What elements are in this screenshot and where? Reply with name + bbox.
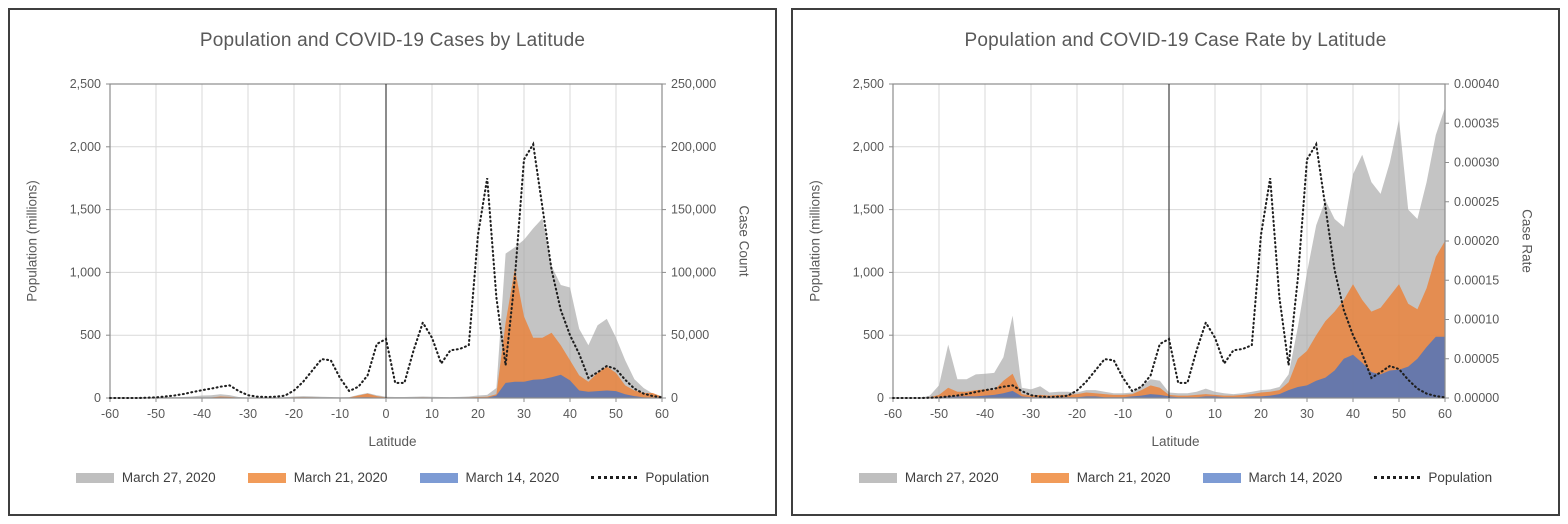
right-axis-tick-label: 0.00025	[1454, 195, 1499, 209]
legend-label: March 27, 2020	[904, 470, 999, 485]
right-axis-tick-label: 0.00030	[1454, 156, 1499, 170]
area-series-march-14-2020	[893, 336, 1445, 398]
population-line	[108, 141, 664, 400]
area-series-march-21-2020	[110, 268, 662, 398]
left-axis-tick-label: 1,500	[70, 203, 101, 217]
right-axis-tick-label: 0.00000	[1454, 391, 1499, 405]
legend-swatch-march-14-2020	[419, 472, 458, 483]
x-tick-label: 10	[425, 407, 439, 421]
x-tick-label: 40	[563, 407, 577, 421]
right-axis-title: Case Count	[736, 205, 752, 277]
area-series-march-14-2020	[110, 374, 662, 398]
left-axis-tick-label: 2,000	[70, 140, 101, 154]
left-axis-tick-label: 1,500	[853, 203, 884, 217]
page-title: Population and COVID-19 Cases by Latitud…	[199, 30, 586, 51]
left-axis-tick-label: 0	[877, 391, 884, 405]
legend: March 27, 2020 March 21, 2020 March 14, …	[793, 470, 1558, 485]
area-series-march-27-2020	[893, 107, 1445, 398]
legend-label: March 14, 2020	[1248, 470, 1343, 485]
legend-item: March 27, 2020	[75, 470, 216, 485]
right-axis-tick-label: 200,000	[671, 140, 716, 154]
x-tick-label: 50	[609, 407, 623, 421]
right-axis-tick-label: 150,000	[671, 203, 716, 217]
x-tick-label: -40	[976, 407, 994, 421]
legend-swatch-march-21-2020	[1030, 472, 1069, 483]
left-axis-title: Population (millions)	[24, 180, 40, 302]
right-axis-tick-label: 0.00020	[1454, 234, 1499, 248]
left-axis-tick-label: 500	[863, 328, 884, 342]
legend-swatch-march-27-2020	[858, 472, 897, 483]
chart-panel-cases: Population and COVID-19 Cases by Latitud…	[8, 8, 777, 516]
x-tick-label: 50	[1392, 407, 1406, 421]
legend: March 27, 2020 March 21, 2020 March 14, …	[10, 470, 775, 485]
legend-label: March 21, 2020	[293, 470, 388, 485]
legend-swatch-population-dotted-line	[591, 476, 638, 479]
right-axis-tick-label: 0.00040	[1454, 77, 1499, 91]
legend-item: March 21, 2020	[247, 470, 388, 485]
plot-area-case-rate: -60 -50 -40 -30 -20 -10 0 10 20 30 40 50 60 0 500 1,000…	[853, 77, 1500, 421]
right-axis-tick-label: 0	[671, 391, 678, 405]
left-axis-title: Population (millions)	[807, 180, 823, 302]
x-tick-label: 30	[517, 407, 531, 421]
legend-item: March 14, 2020	[419, 470, 560, 485]
x-tick-label: 30	[1300, 407, 1314, 421]
left-axis-tick-label: 500	[80, 328, 101, 342]
chart-panel-case-rate: Population and COVID-19 Case Rate by Lat…	[791, 8, 1560, 516]
x-tick-label: -30	[1022, 407, 1040, 421]
legend-label: March 27, 2020	[121, 470, 216, 485]
legend-item: Population	[591, 470, 709, 485]
left-axis-tick-label: 1,000	[853, 265, 884, 279]
right-axis-tick-label: 0.00035	[1454, 116, 1499, 130]
legend-item: Population	[1374, 470, 1492, 485]
legend-swatch-march-21-2020	[247, 472, 286, 483]
x-tick-label: -40	[193, 407, 211, 421]
legend-item: March 27, 2020	[858, 470, 999, 485]
right-axis-title: Case Rate	[1519, 209, 1535, 273]
page-title: Population and COVID-19 Case Rate by Lat…	[964, 30, 1387, 51]
legend-swatch-population-dotted-line	[1374, 476, 1421, 479]
x-tick-label: 10	[1208, 407, 1222, 421]
right-axis-tick-label: 50,000	[671, 328, 709, 342]
legend-swatch-march-27-2020	[75, 472, 114, 483]
x-axis-title: Latitude	[1151, 434, 1200, 449]
x-tick-label: -10	[331, 407, 349, 421]
left-axis-tick-label: 2,000	[853, 140, 884, 154]
x-tick-label: -20	[285, 407, 303, 421]
legend-label: Population	[645, 470, 710, 485]
legend-item: March 14, 2020	[1202, 470, 1343, 485]
legend-label: March 21, 2020	[1076, 470, 1171, 485]
x-tick-label: -60	[884, 407, 902, 421]
right-axis-tick-label: 250,000	[671, 77, 716, 91]
x-tick-label: 20	[1254, 407, 1268, 421]
x-tick-label: -10	[1114, 407, 1132, 421]
x-tick-label: 60	[655, 407, 669, 421]
x-tick-label: 0	[383, 407, 390, 421]
x-tick-label: 40	[1346, 407, 1360, 421]
x-tick-label: -30	[239, 407, 257, 421]
x-tick-label: -60	[101, 407, 119, 421]
legend-swatch-march-14-2020	[1202, 472, 1241, 483]
left-axis-tick-label: 1,000	[70, 265, 101, 279]
plot-area-cases: -60 -50 -40 -30 -20 -10 0 10 20 30 40 50 6005001,000…	[70, 77, 717, 421]
x-tick-label: 20	[471, 407, 485, 421]
x-tick-label: -50	[147, 407, 165, 421]
right-axis-tick-label: 0.00005	[1454, 352, 1499, 366]
area-series-march-21-2020	[893, 241, 1445, 398]
x-tick-label: -50	[930, 407, 948, 421]
x-tick-label: 60	[1438, 407, 1452, 421]
x-tick-label: -20	[1068, 407, 1086, 421]
population-line	[891, 141, 1447, 400]
x-axis-title: Latitude	[368, 434, 417, 449]
legend-item: March 21, 2020	[1030, 470, 1171, 485]
x-tick-label: 0	[1166, 407, 1173, 421]
left-axis-tick-label: 2,500	[853, 77, 884, 91]
left-axis-tick-label: 2,500	[70, 77, 101, 91]
right-axis-tick-label: 0.00010	[1454, 313, 1499, 327]
left-axis-tick-label: 0	[94, 391, 101, 405]
legend-label: Population	[1428, 470, 1493, 485]
right-axis-tick-label: 100,000	[671, 265, 716, 279]
right-axis-tick-label: 0.00015	[1454, 273, 1499, 287]
legend-label: March 14, 2020	[465, 470, 560, 485]
